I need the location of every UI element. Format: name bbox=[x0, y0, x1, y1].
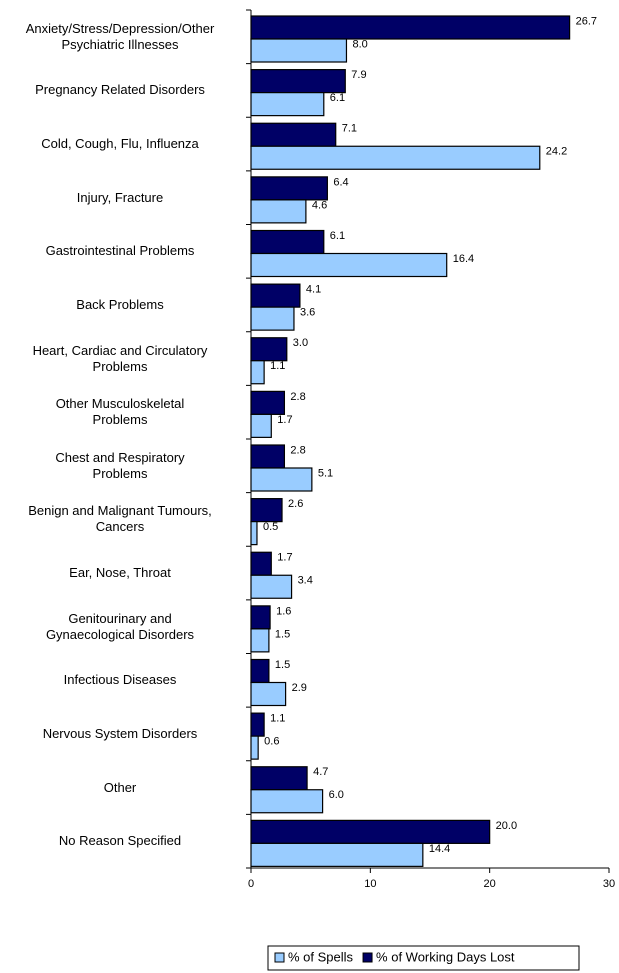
y-tick-label: Anxiety/Stress/Depression/Other Psychiat… bbox=[25, 20, 215, 52]
data-label: 1.5 bbox=[275, 659, 290, 671]
bar bbox=[250, 551, 272, 576]
data-label: 2.9 bbox=[292, 682, 307, 694]
bar bbox=[250, 69, 346, 94]
data-label: 1.6 bbox=[276, 605, 291, 617]
data-label: 7.9 bbox=[351, 69, 366, 81]
data-label: 1.1 bbox=[270, 713, 285, 725]
bar bbox=[250, 819, 491, 844]
bar bbox=[250, 467, 313, 492]
bar bbox=[250, 229, 325, 255]
y-tick-label: Gastrointestinal Problems bbox=[45, 243, 195, 259]
data-label: 4.6 bbox=[312, 199, 327, 211]
bar bbox=[250, 252, 448, 278]
y-tick-label: Genitourinary and Gynaecological Disorde… bbox=[45, 610, 195, 642]
data-label: 2.8 bbox=[290, 391, 305, 403]
bar bbox=[250, 789, 324, 814]
data-label: 6.4 bbox=[333, 176, 348, 188]
data-label: 2.8 bbox=[290, 444, 305, 456]
data-label: 16.4 bbox=[453, 253, 474, 265]
data-label: 2.6 bbox=[288, 498, 303, 510]
data-label: 14.4 bbox=[429, 843, 450, 855]
bar bbox=[250, 15, 571, 40]
bar bbox=[250, 628, 270, 653]
data-label: 8.0 bbox=[352, 38, 367, 50]
x-tick-label: 10 bbox=[364, 878, 376, 890]
x-tick-label: 30 bbox=[603, 878, 615, 890]
data-label: 3.6 bbox=[300, 307, 315, 319]
data-label: 5.1 bbox=[318, 467, 333, 479]
bar bbox=[250, 521, 258, 546]
bar bbox=[250, 92, 325, 117]
y-tick-label: Other Musculoskeletal Problems bbox=[55, 396, 185, 428]
data-label: 3.0 bbox=[293, 337, 308, 349]
data-label: 1.5 bbox=[275, 628, 290, 640]
data-label: 4.7 bbox=[313, 766, 328, 778]
x-tick-label: 0 bbox=[248, 878, 254, 890]
y-tick-label: Pregnancy Related Disorders bbox=[35, 82, 205, 98]
bar bbox=[250, 306, 295, 331]
bar bbox=[250, 498, 283, 523]
y-tick-label: Other bbox=[103, 779, 137, 795]
y-tick-label: Cold, Cough, Flu, Influenza bbox=[41, 136, 199, 152]
data-label: 24.2 bbox=[546, 146, 567, 158]
y-tick-label: Nervous System Disorders bbox=[42, 725, 198, 741]
data-label: 3.4 bbox=[298, 575, 313, 587]
y-tick-label: Infectious Diseases bbox=[63, 672, 177, 688]
legend-swatch bbox=[362, 952, 373, 963]
data-label: 26.7 bbox=[576, 15, 597, 27]
bar bbox=[250, 360, 265, 385]
data-label: 6.1 bbox=[330, 92, 345, 104]
bar bbox=[250, 390, 286, 415]
data-label: 4.1 bbox=[306, 284, 321, 296]
data-label: 20.0 bbox=[496, 820, 517, 832]
legend-swatch bbox=[274, 952, 285, 963]
bar bbox=[250, 605, 271, 630]
data-label: 1.7 bbox=[277, 414, 292, 426]
y-tick-label: Back Problems bbox=[76, 296, 164, 312]
bar bbox=[250, 176, 328, 201]
bar bbox=[250, 199, 307, 224]
data-label: 0.6 bbox=[264, 736, 279, 748]
data-label: 0.5 bbox=[263, 521, 278, 533]
bar bbox=[250, 413, 272, 438]
bar bbox=[250, 712, 265, 737]
y-tick-label: Heart, Cardiac and Circulatory Problems bbox=[32, 342, 208, 374]
data-label: 6.0 bbox=[329, 789, 344, 801]
bar bbox=[250, 38, 348, 63]
bar bbox=[250, 681, 287, 707]
data-label: 1.7 bbox=[277, 552, 292, 564]
y-tick-label: No Reason Specified bbox=[58, 833, 182, 849]
bar bbox=[250, 145, 541, 170]
y-tick-label: Injury, Fracture bbox=[76, 189, 164, 205]
legend-label: % of Spells bbox=[288, 949, 354, 964]
bar bbox=[250, 842, 424, 867]
bar bbox=[250, 283, 301, 308]
bar bbox=[250, 337, 288, 362]
bar bbox=[250, 122, 337, 147]
bar bbox=[250, 444, 286, 469]
x-tick-label: 20 bbox=[484, 878, 496, 890]
bar bbox=[250, 658, 270, 684]
legend-box bbox=[267, 945, 580, 971]
data-label: 1.1 bbox=[270, 360, 285, 372]
bar bbox=[250, 735, 259, 760]
y-tick-label: Ear, Nose, Throat bbox=[69, 565, 171, 581]
legend-label: % of Working Days Lost bbox=[376, 949, 515, 964]
bar bbox=[250, 574, 293, 599]
data-label: 6.1 bbox=[330, 230, 345, 242]
y-tick-label: Benign and Malignant Tumours, Cancers bbox=[28, 503, 212, 535]
data-label: 7.1 bbox=[342, 123, 357, 135]
y-tick-label: Chest and Respiratory Problems bbox=[55, 449, 185, 481]
bar bbox=[250, 766, 308, 791]
